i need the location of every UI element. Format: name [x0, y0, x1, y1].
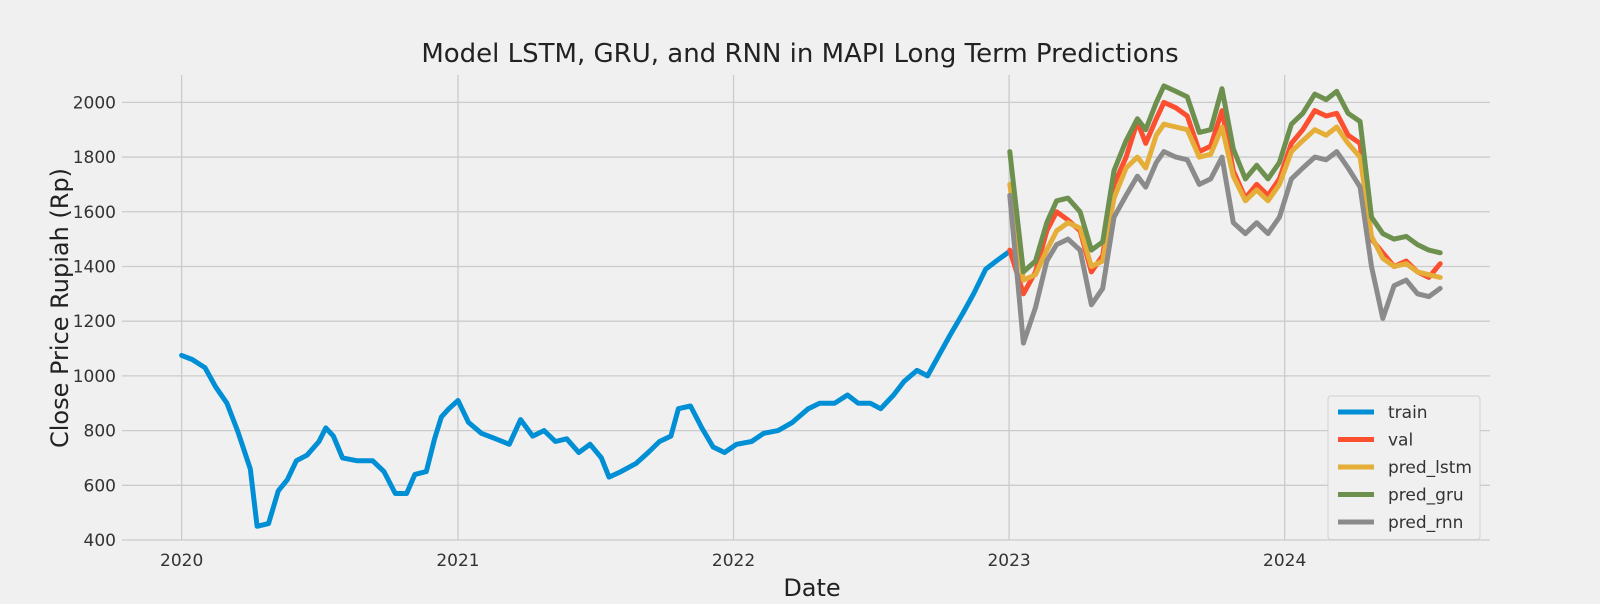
y-tick-label: 400 — [84, 531, 116, 551]
series-lines — [179, 83, 1443, 529]
y-tick-label: 1800 — [73, 148, 116, 168]
legend-label: pred_rnn — [1388, 513, 1463, 533]
series-line-pred-rnn — [1007, 149, 1443, 346]
x-tick-label: 2024 — [1263, 551, 1306, 571]
legend-label: val — [1388, 431, 1413, 451]
x-axis-label: Date — [783, 574, 840, 600]
y-tick-label: 800 — [84, 422, 116, 442]
legend-label: train — [1388, 403, 1428, 423]
legend: train val pred_lstm pred_gru pred_rnn — [1327, 395, 1481, 540]
y-tick-label: 1600 — [73, 203, 116, 223]
series-line-pred-gru — [1007, 83, 1443, 275]
x-tick-label: 2021 — [436, 551, 479, 571]
y-tick-label: 1400 — [73, 257, 116, 277]
legend-label: pred_lstm — [1388, 458, 1472, 478]
legend-label: pred_gru — [1388, 486, 1464, 506]
x-tick-label: 2022 — [712, 551, 755, 571]
legend-box — [1327, 395, 1481, 540]
y-tick-label: 600 — [84, 476, 116, 496]
y-axis-label: Close Price Rupiah (Rp) — [46, 168, 74, 448]
series-line-pred-lstm — [1007, 121, 1443, 283]
chart-title: Model LSTM, GRU, and RNN in MAPI Long Te… — [421, 39, 1178, 69]
y-tick-label: 1200 — [73, 312, 116, 332]
x-tick-label: 2020 — [160, 551, 203, 571]
y-tick-labels: 400 600 800 1000 1200 1400 1600 1800 2000 — [73, 93, 116, 551]
x-tick-label: 2023 — [987, 551, 1030, 571]
y-tick-label: 2000 — [73, 93, 116, 113]
grid — [122, 75, 1490, 541]
x-tick-labels: 2020 2021 2022 2023 2024 — [160, 551, 1306, 571]
y-tick-label: 1000 — [73, 367, 116, 387]
series-line-train — [179, 250, 1011, 529]
